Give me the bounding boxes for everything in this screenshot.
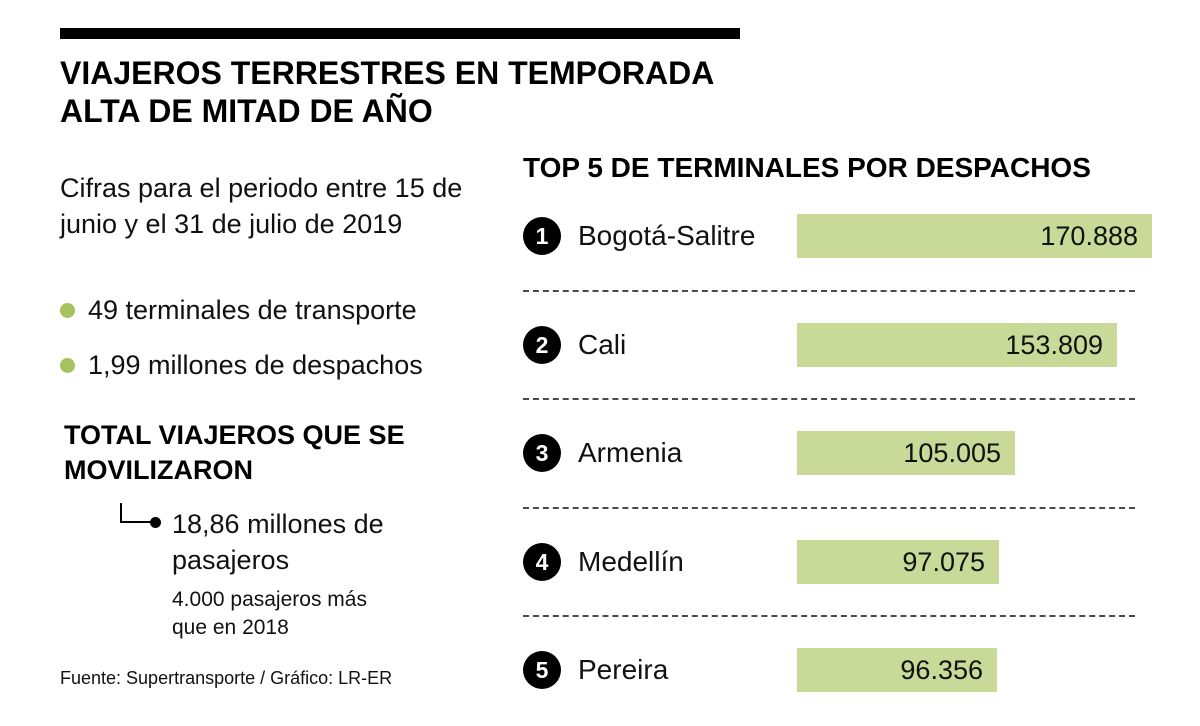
source-credit: Fuente: Supertransporte / Gráfico: LR-ER — [60, 668, 393, 688]
terminal-name: Cali — [578, 329, 627, 360]
value-bar: 96.356 — [797, 648, 997, 692]
rank-number-badge: 1 — [523, 217, 561, 255]
connector-line — [120, 503, 152, 523]
rank-number-badge: 5 — [523, 651, 561, 689]
bullet-despachos: 1,99 millones de despachos — [60, 350, 423, 381]
dashed-separator — [523, 398, 1135, 400]
dashed-separator — [523, 615, 1135, 617]
rank-row-1: 1 Bogotá-Salitre 170.888 — [523, 211, 1153, 261]
rank-row-3: 3 Armenia 105.005 — [523, 428, 1153, 478]
dashed-separator — [523, 507, 1135, 509]
terminal-name: Medellín — [578, 546, 684, 577]
rank-number-badge: 4 — [523, 543, 561, 581]
connector-dot-icon — [150, 517, 161, 528]
page-title: VIAJEROS TERRESTRES EN TEMPORADA ALTA DE… — [60, 54, 780, 130]
terminal-name: Armenia — [578, 437, 683, 468]
terminal-name: Bogotá-Salitre — [578, 220, 756, 251]
bullet-despachos-label: 1,99 millones de despachos — [88, 350, 423, 380]
value-bar: 105.005 — [797, 431, 1015, 475]
top-accent-bar — [60, 28, 740, 39]
total-heading: TOTAL VIAJEROS QUE SE MOVILIZARON — [64, 420, 405, 485]
rank-row-4: 4 Medellín 97.075 — [523, 537, 1153, 587]
green-bullet-icon — [60, 358, 75, 373]
bullet-terminales: 49 terminales de transporte — [60, 295, 417, 326]
value-bar: 97.075 — [797, 540, 999, 584]
rank-row-5: 5 Pereira 96.356 — [523, 645, 1153, 695]
rank-number-badge: 3 — [523, 434, 561, 472]
page-title-line1: VIAJEROS TERRESTRES EN TEMPORADA — [60, 55, 715, 91]
total-note: 4.000 pasajeros más que en 2018 — [172, 588, 367, 639]
value-bar: 153.809 — [797, 323, 1117, 367]
page-title-line2: ALTA DE MITAD DE AÑO — [60, 93, 433, 129]
terminal-name: Pereira — [578, 654, 669, 685]
value-bar: 170.888 — [797, 214, 1152, 258]
bullet-terminales-label: 49 terminales de transporte — [88, 295, 417, 325]
green-bullet-icon — [60, 303, 75, 318]
dashed-separator — [523, 290, 1135, 292]
total-value: 18,86 millones de pasajeros — [172, 509, 384, 575]
chart-title: TOP 5 DE TERMINALES POR DESPACHOS — [523, 152, 1091, 183]
rank-row-2: 2 Cali 153.809 — [523, 320, 1153, 370]
period-text: Cifras para el periodo entre 15 de junio… — [60, 173, 463, 239]
rank-number-badge: 2 — [523, 326, 561, 364]
